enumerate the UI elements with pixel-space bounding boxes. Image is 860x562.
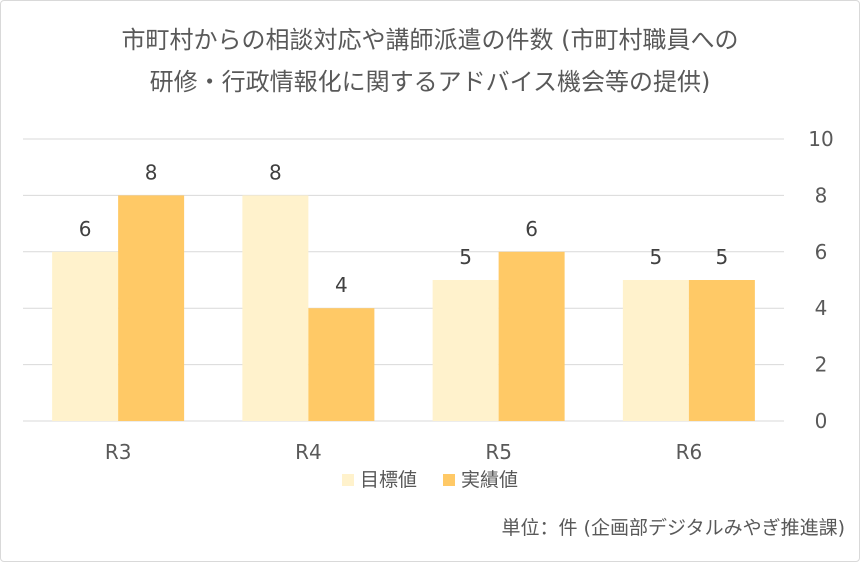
legend-swatch-actual <box>443 474 455 486</box>
unit-note: 単位：件 (企画部デジタルみやぎ推進課) <box>501 517 846 539</box>
x-tick-label: R5 <box>485 440 512 464</box>
data-label: 8 <box>145 160 158 184</box>
bar-R4-series-1 <box>308 308 375 421</box>
legend-swatch-target <box>341 474 354 486</box>
chart-title-line-2: 研修・行政情報化に関するアドバイス機会等の提供) <box>149 68 711 96</box>
bar-R5-series-1 <box>498 251 565 421</box>
bar-R4-series-0 <box>242 195 309 421</box>
data-label: 6 <box>525 217 538 241</box>
bar-R3-series-1 <box>118 195 185 421</box>
bar-R6-series-1 <box>688 280 755 421</box>
legend-label-actual: 実績値 <box>461 469 519 491</box>
legend-item-target: 目標値 <box>341 467 417 493</box>
data-label: 6 <box>79 217 92 241</box>
chart-title-line-1: 市町村からの相談対応や講師派遣の件数 (市町村職員への <box>121 26 739 54</box>
y-tick-label: 8 <box>815 183 828 207</box>
bar-R5-series-0 <box>432 280 499 421</box>
y-tick-label: 4 <box>815 296 828 320</box>
chart-legend: 目標値 実績値 <box>1 467 859 493</box>
legend-label-target: 目標値 <box>359 469 417 491</box>
bar-R6-series-0 <box>622 280 689 421</box>
data-label: 5 <box>716 245 729 269</box>
bar-R3-series-0 <box>52 251 119 421</box>
data-label: 5 <box>459 245 472 269</box>
data-label: 5 <box>650 245 663 269</box>
y-tick-label: 0 <box>815 409 828 433</box>
y-tick-label: 6 <box>815 240 828 264</box>
x-tick-label: R6 <box>676 440 703 464</box>
data-label: 4 <box>335 273 348 297</box>
y-tick-label: 2 <box>815 353 828 377</box>
x-tick-label: R4 <box>295 440 322 464</box>
data-label: 8 <box>269 160 282 184</box>
x-tick-label: R3 <box>105 440 132 464</box>
chart-title: 市町村からの相談対応や講師派遣の件数 (市町村職員への 研修・行政情報化に関する… <box>1 19 859 103</box>
legend-item-actual: 実績値 <box>443 467 518 493</box>
y-tick-label: 10 <box>808 127 833 151</box>
